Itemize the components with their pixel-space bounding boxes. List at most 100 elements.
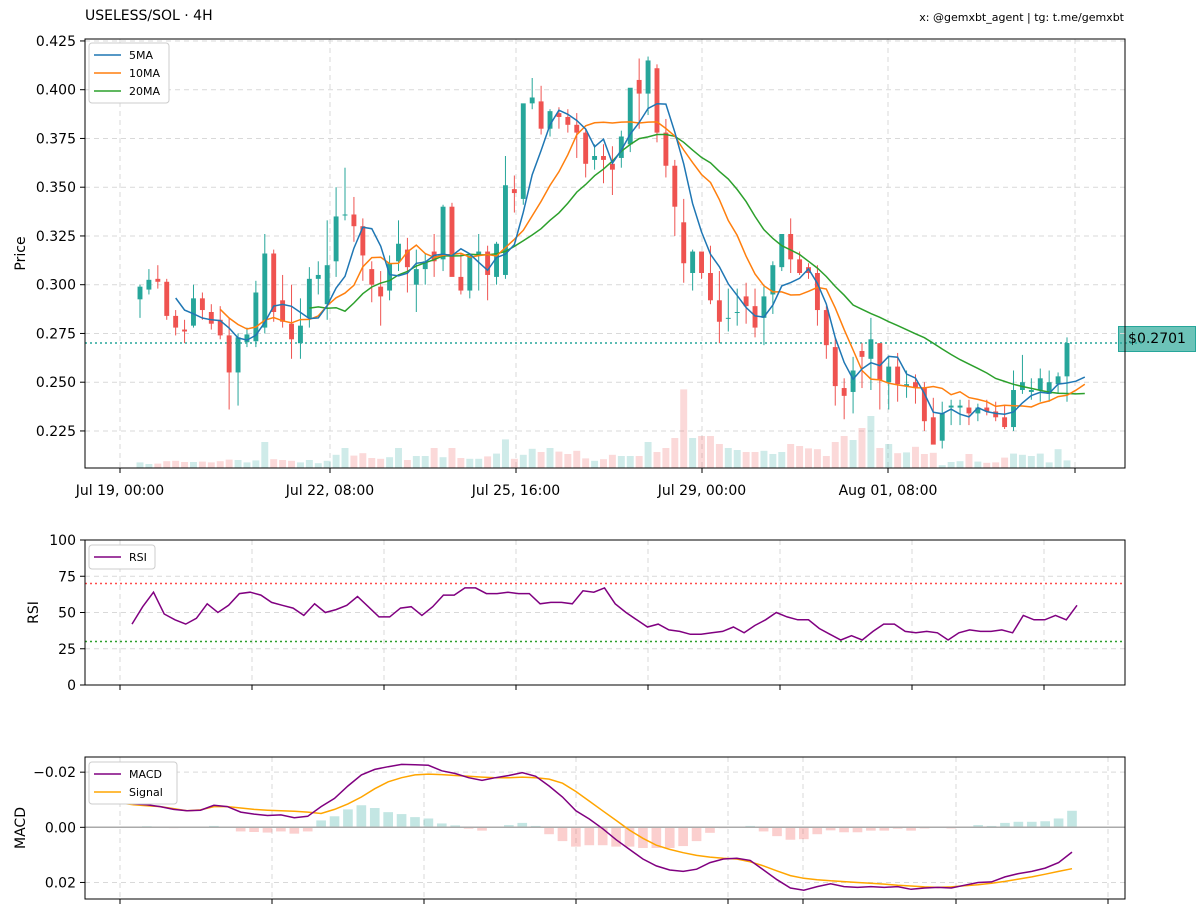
price-ytick-label: 0.400 — [36, 83, 76, 99]
candle-body — [422, 261, 428, 270]
macd-histogram-bar — [289, 827, 300, 834]
candle-body — [440, 206, 446, 260]
macd-histogram-bar — [772, 827, 782, 837]
volume-bar — [1036, 453, 1044, 468]
candle-body — [369, 269, 375, 285]
macd-axes-frame — [84, 756, 1126, 900]
candle-body — [1002, 417, 1008, 428]
macd-histogram-bar — [504, 825, 514, 828]
macd-histogram-bar — [825, 827, 836, 831]
candle-body — [716, 300, 722, 322]
macd-histogram-bar — [651, 827, 662, 848]
candle-body — [690, 251, 696, 273]
volume-bar — [983, 462, 991, 468]
candle-body — [494, 243, 499, 277]
price-ytick-label: 0.425 — [36, 34, 76, 50]
price-ytick-label: 0.375 — [36, 131, 76, 147]
legend-label-signal: Signal — [129, 786, 163, 799]
volume-bar — [305, 460, 313, 468]
candle-body — [271, 253, 277, 312]
candle-body — [173, 315, 179, 328]
candle-body — [199, 298, 205, 311]
candle-body — [601, 156, 606, 160]
volume-bar — [555, 451, 563, 468]
candle-body — [226, 335, 232, 373]
candle-body — [921, 388, 927, 422]
candle-body — [868, 339, 874, 359]
volume-bar — [867, 416, 875, 468]
candle-body — [164, 281, 170, 316]
volume-bar — [466, 458, 474, 468]
volume-bar — [412, 456, 420, 468]
volume-bar — [715, 444, 723, 468]
candle-body — [850, 370, 856, 392]
candle-body — [342, 214, 348, 216]
macd-ytick-label: −0.02 — [33, 765, 76, 781]
volume-bar — [920, 454, 928, 468]
volume-bar — [1010, 453, 1017, 468]
candle-body — [289, 323, 294, 340]
volume-bar — [644, 442, 652, 468]
macd-histogram-bar — [276, 827, 286, 832]
macd-histogram-bar — [597, 827, 608, 846]
macd-histogram-bar — [235, 827, 246, 832]
macd-ytick-label: 0.02 — [45, 875, 76, 891]
volume-bar — [760, 450, 768, 468]
volume-bar — [974, 461, 982, 468]
volume-bar — [519, 454, 527, 468]
candle-body — [529, 97, 535, 104]
volume-bar — [403, 460, 411, 468]
volume-bar — [1027, 456, 1035, 468]
volume-bar — [359, 453, 367, 468]
volume-bar — [706, 436, 714, 468]
volume-bar — [314, 463, 322, 468]
macd-histogram-bar — [329, 816, 340, 828]
candle-body — [1064, 343, 1070, 377]
macd-histogram-bar — [343, 809, 353, 828]
volume-bar — [903, 452, 911, 468]
candle-body — [1011, 390, 1016, 428]
price-ytick-label: 0.225 — [36, 424, 76, 440]
candle-body — [235, 337, 241, 373]
volume-bar — [680, 389, 688, 468]
candle-body — [984, 407, 990, 412]
volume-bar — [787, 444, 795, 468]
candle-body — [351, 214, 357, 227]
macd-histogram-bar — [249, 827, 259, 832]
candle-body — [841, 388, 847, 396]
volume-bar — [608, 454, 616, 468]
macd-histogram-bar — [1000, 822, 1010, 828]
macd-histogram-bar — [1040, 821, 1051, 828]
candle-body — [137, 286, 143, 300]
volume-bar — [1001, 457, 1009, 468]
macd-histogram-bar — [812, 827, 823, 835]
candle-body — [476, 251, 482, 256]
candle-body — [503, 185, 508, 275]
volume-bar — [234, 460, 242, 468]
candle-body — [645, 60, 651, 94]
candle-body — [859, 351, 865, 357]
candle-body — [217, 319, 223, 336]
macd-histogram-bar — [396, 814, 407, 828]
volume-bar — [617, 456, 625, 468]
macd-histogram-bar — [758, 827, 769, 832]
volume-bar — [831, 442, 839, 468]
candle-body — [244, 334, 250, 343]
volume-bar — [769, 454, 777, 468]
macd-histogram-bar — [450, 825, 461, 828]
macd-histogram-bar — [584, 827, 595, 846]
macd-histogram-bar — [852, 827, 863, 833]
macd-histogram-bar — [262, 827, 273, 833]
candle-body — [975, 407, 981, 414]
macd-histogram-bar — [1013, 821, 1024, 828]
rsi-ylabel: RSI — [26, 601, 42, 624]
volume-bar — [439, 457, 447, 468]
price-xtick-label: Jul 25, 16:00 — [471, 483, 560, 499]
macd-histogram-bar — [557, 827, 568, 842]
candle-body — [146, 279, 152, 290]
volume-bar — [279, 460, 287, 468]
volume-bar — [956, 461, 964, 468]
candle-body — [1055, 376, 1061, 385]
price-ylabel: Price — [13, 236, 29, 270]
signal-line — [119, 773, 1073, 889]
